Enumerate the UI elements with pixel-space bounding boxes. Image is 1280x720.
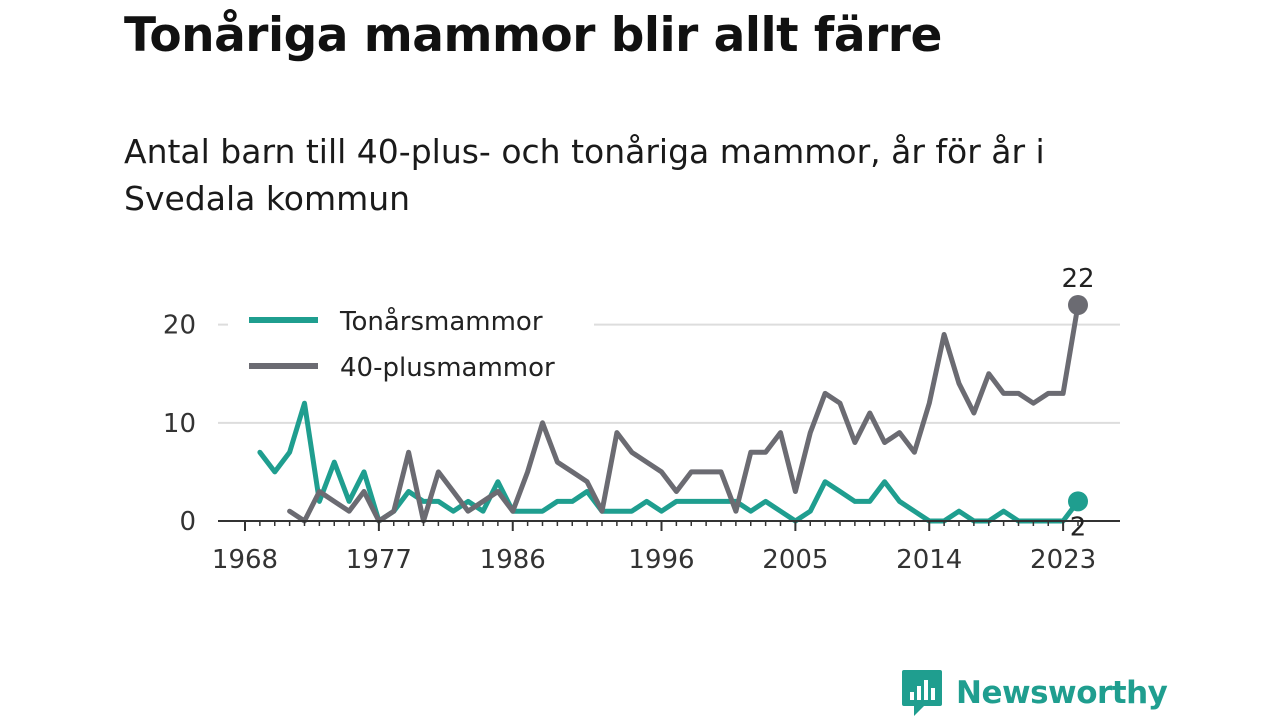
series-line-1 [287,302,1081,524]
x-tick-label-1986: 1986 [480,545,546,575]
legend-background [228,296,594,392]
y-tick-label-0: 0 [179,507,196,537]
x-tick-label-2014: 2014 [896,545,962,575]
end-marker-0 [1068,491,1088,512]
chart-subtitle: Antal barn till 40-plus- och tonåriga ma… [124,132,1045,218]
x-tick-label-1968: 1968 [212,545,278,575]
x-tick-label-1996: 1996 [628,545,694,575]
newsworthy-logo: Newsworthy [900,668,1168,718]
y-tick-label-10: 10 [163,409,196,439]
x-tick-label-2005: 2005 [762,545,828,575]
chart-title: Tonåriga mammor blir allt färre [124,8,942,63]
end-markers: 222 [1061,264,1094,542]
legend: Tonårsmammor 40-plusmammor [228,296,594,392]
end-marker-1 [1068,295,1088,315]
series-line-0 [257,400,1081,524]
brand-name: Newsworthy [956,675,1168,711]
chart-bubble-icon [902,670,942,716]
y-tick-label-20: 20 [163,311,196,341]
x-tick-label-1977: 1977 [346,545,412,575]
end-label-1: 22 [1061,264,1094,294]
y-axis: 0 10 20 [163,311,196,537]
x-axis: 1968 1977 1986 1996 2005 2014 2023 [212,520,1120,575]
end-label-0: 2 [1070,512,1087,542]
legend-label-0: Tonårsmammor [339,306,543,337]
legend-label-1: 40-plusmammor [340,353,555,383]
x-tick-label-2023: 2023 [1030,545,1096,575]
